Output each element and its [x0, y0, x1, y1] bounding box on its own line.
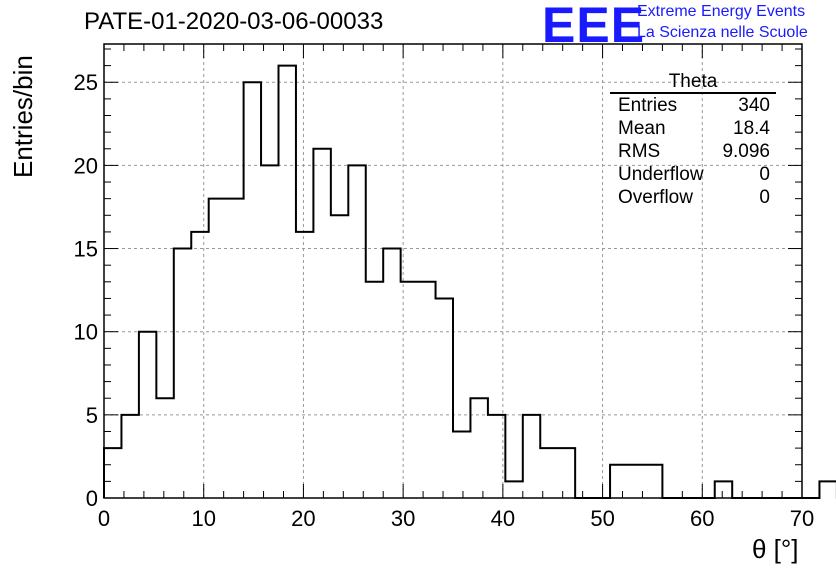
stats-label: Underflow: [618, 164, 704, 185]
stats-value: 340: [738, 95, 770, 116]
stats-row-mean: Mean 18.4: [610, 117, 776, 140]
histogram-outline: [103, 64, 836, 499]
stats-row-underflow: Underflow 0: [610, 163, 776, 186]
x-tick-label: 40: [491, 506, 515, 531]
x-tick-label: 10: [191, 506, 215, 531]
y-tick-label: 25: [74, 70, 98, 95]
stats-value: 0: [759, 164, 770, 185]
eee-logo: EEE: [542, 0, 646, 53]
tick-labels: 0 10 20 30 40 50 60 70 0 5 10 15 20 25: [74, 70, 815, 531]
stats-value: 9.096: [722, 141, 770, 162]
y-tick-label: 0: [86, 486, 98, 511]
x-axis-label: θ [°]: [752, 534, 799, 564]
axis-ticks: [103, 44, 803, 499]
x-tick-label: 0: [98, 506, 110, 531]
chart-title: PATE-01-2020-03-06-00033: [84, 8, 384, 35]
stats-label: Overflow: [618, 187, 693, 208]
stats-value: 18.4: [733, 118, 770, 139]
y-tick-label: 15: [74, 237, 98, 262]
stats-label: RMS: [618, 141, 661, 162]
x-tick-label: 70: [790, 506, 814, 531]
stats-title: Theta: [610, 72, 776, 94]
logo-subtitle-line1: Extreme Energy Events: [637, 3, 806, 20]
y-tick-label: 5: [86, 403, 98, 428]
stats-row-entries: Entries 340: [610, 94, 776, 117]
stats-row-overflow: Overflow 0: [610, 186, 776, 209]
stats-row-rms: RMS 9.096: [610, 140, 776, 163]
x-tick-label: 20: [291, 506, 315, 531]
x-tick-label: 60: [690, 506, 714, 531]
x-tick-label: 30: [391, 506, 415, 531]
x-tick-label: 50: [590, 506, 614, 531]
logo-subtitle-line2: La Scienza nelle Scuole: [637, 24, 808, 41]
y-axis-label: Entries/bin: [8, 55, 38, 178]
stats-value: 0: [759, 187, 770, 208]
stats-box: Theta Entries 340 Mean 18.4 RMS 9.096 Un…: [610, 72, 776, 209]
y-tick-label: 10: [74, 320, 98, 345]
y-tick-label: 20: [74, 153, 98, 178]
stats-label: Mean: [618, 118, 666, 139]
plot-frame: [103, 43, 803, 499]
stats-label: Entries: [618, 95, 678, 116]
axes-frame: [103, 43, 803, 499]
